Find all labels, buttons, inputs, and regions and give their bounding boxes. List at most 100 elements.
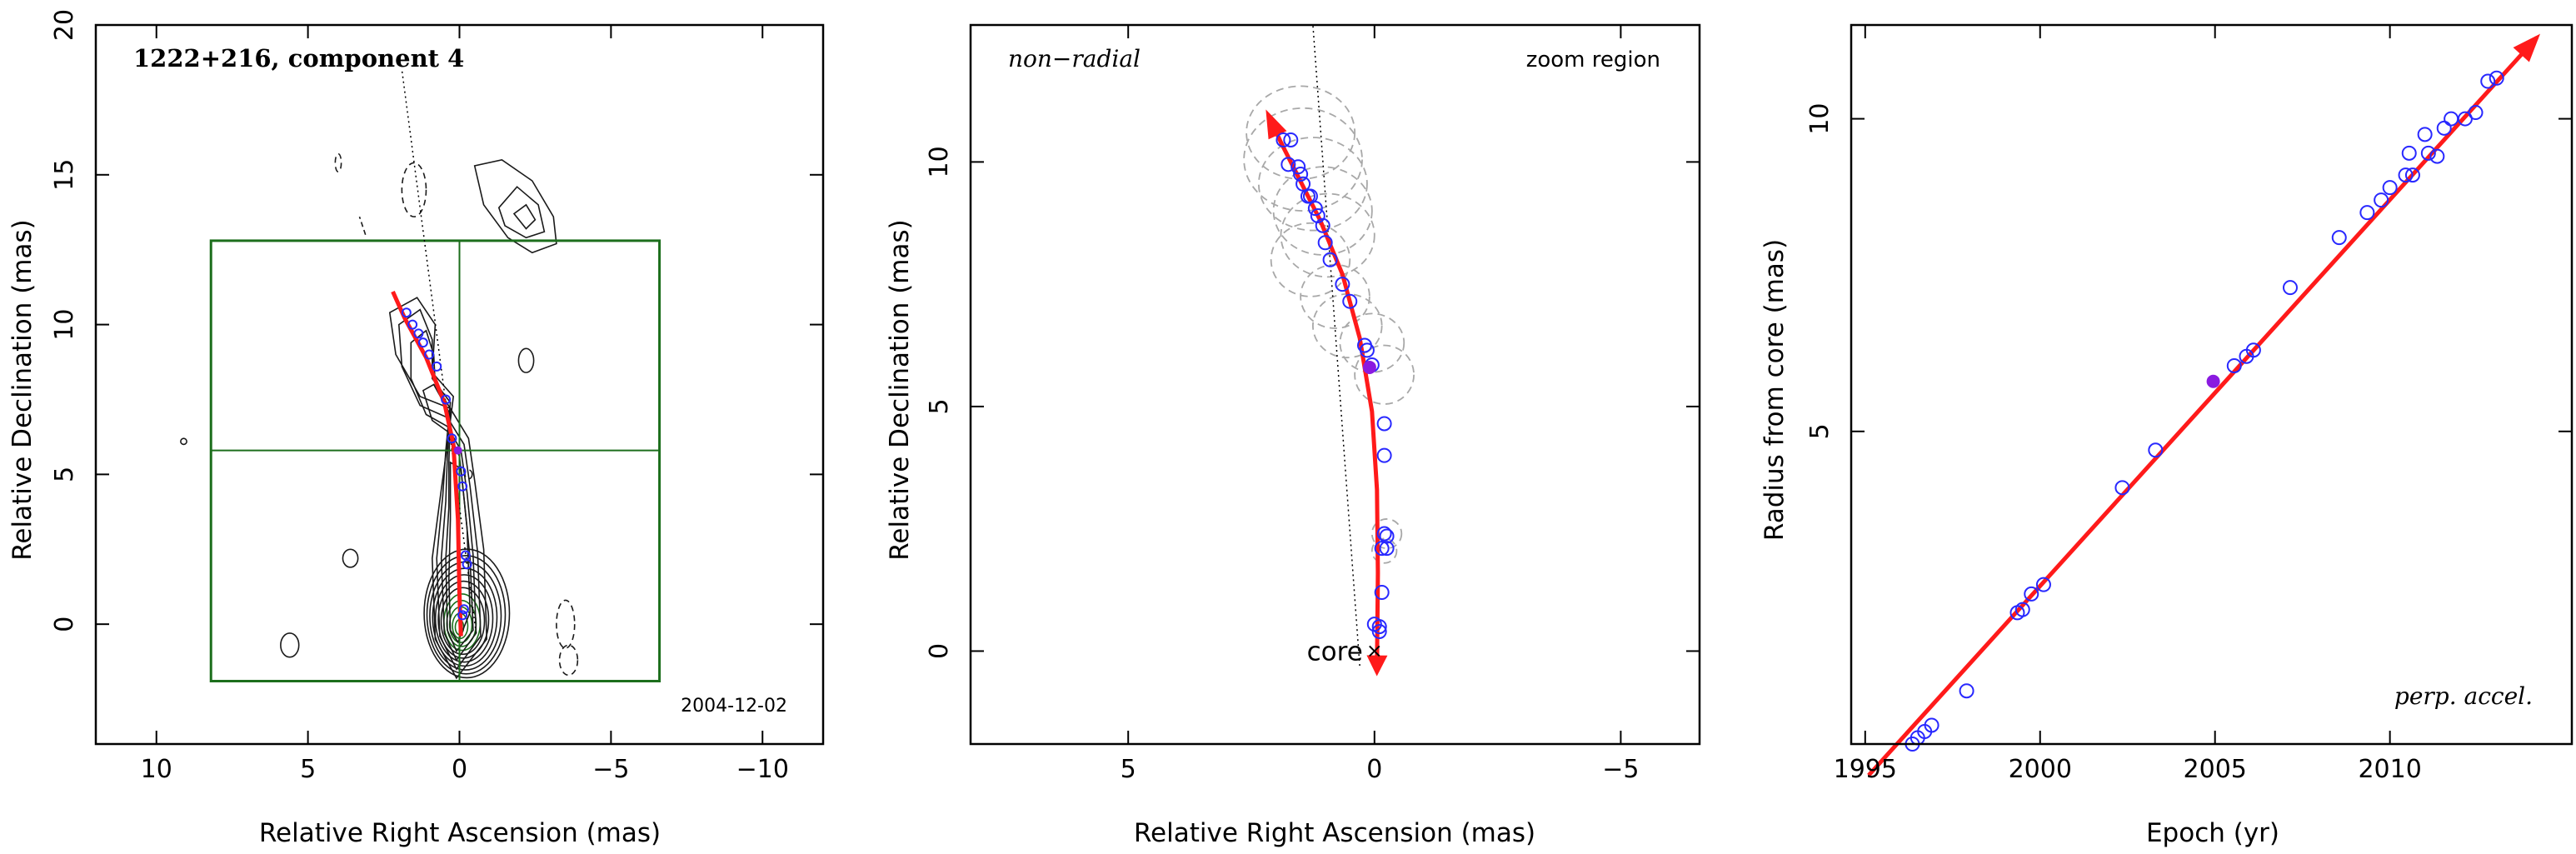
y-axis-label: Radius from core (mas) xyxy=(1760,239,1790,541)
x-tick-label: 2010 xyxy=(2358,755,2421,784)
zoom-box xyxy=(209,239,661,682)
y-tick-label: 0 xyxy=(925,643,954,659)
data-point xyxy=(2024,586,2039,602)
fit-curve xyxy=(1266,114,1388,677)
y-tick-label: 5 xyxy=(1805,423,1835,439)
dashed-contour xyxy=(358,216,367,235)
x-tick-label: 2005 xyxy=(2184,755,2247,784)
data-point xyxy=(2420,145,2436,161)
ridge-line xyxy=(401,69,477,634)
data-point xyxy=(1310,207,1325,223)
x-tick-label: −10 xyxy=(736,755,789,784)
data-point xyxy=(1276,132,1291,147)
data-point xyxy=(1376,526,1392,542)
data-point xyxy=(2417,127,2433,142)
data-point xyxy=(1376,447,1392,463)
data-point xyxy=(1317,235,1333,251)
data-point xyxy=(460,550,471,561)
contour-line xyxy=(512,203,537,230)
ridge-line xyxy=(1312,24,1360,667)
size-ellipse xyxy=(1370,537,1398,564)
panel-title: 1222+216, component 4 xyxy=(133,44,464,72)
data-point xyxy=(462,559,472,570)
contour-line xyxy=(447,461,472,644)
contour-lines xyxy=(180,152,579,680)
data-point xyxy=(2489,70,2504,86)
x-tick-label: 0 xyxy=(452,755,467,784)
x-tick-label: 10 xyxy=(141,755,172,784)
x-axis-label: Relative Right Ascension (mas) xyxy=(1134,818,1535,848)
contour-line xyxy=(434,574,494,663)
y-tick-label: 10 xyxy=(50,308,79,340)
data-point xyxy=(1379,541,1395,557)
panel-zoom-region: 5 0 −5 0 5 10 non−radial zoom region core Rel… xyxy=(885,23,1701,848)
data-point xyxy=(458,604,469,615)
contour-line xyxy=(423,548,511,679)
data-point xyxy=(1374,585,1390,601)
component-positions xyxy=(401,307,472,621)
x-tick-label: 2000 xyxy=(2009,755,2072,784)
data-point xyxy=(413,328,424,339)
size-ellipse xyxy=(1257,137,1368,232)
contour-line xyxy=(342,548,359,568)
data-point xyxy=(1379,528,1395,544)
data-point xyxy=(1342,293,1358,309)
highlighted-point xyxy=(453,446,462,455)
data-point xyxy=(1366,617,1382,632)
core-x-mark xyxy=(1369,645,1380,657)
x-axis-label: Epoch (yr) xyxy=(2146,818,2279,848)
axes-frame: 5 0 −5 0 5 10 xyxy=(925,23,1701,784)
data-point xyxy=(2480,73,2496,89)
data-point xyxy=(2429,148,2445,164)
contour-line xyxy=(410,329,477,662)
data-point xyxy=(447,433,457,444)
plot-frame xyxy=(969,23,1701,746)
data-point xyxy=(2398,167,2414,183)
component-size-ellipses xyxy=(1243,85,1415,564)
highlighted-point xyxy=(1362,360,1376,374)
x-tick-label: 5 xyxy=(1121,755,1136,784)
axes-frame: 1995 2000 2005 2010 5 10 xyxy=(1805,23,2574,784)
contour-line xyxy=(429,561,502,671)
data-point xyxy=(1322,252,1338,267)
plot-frame xyxy=(1850,23,2574,746)
data-point xyxy=(2148,442,2164,458)
y-tick-label: 20 xyxy=(50,9,79,41)
x-axis-label: Relative Right Ascension (mas) xyxy=(259,818,661,848)
data-point xyxy=(1374,541,1390,557)
ridge-line xyxy=(401,69,477,634)
data-point xyxy=(1359,342,1375,358)
fit-arrowhead xyxy=(1266,109,1287,140)
x-tick-label: 5 xyxy=(300,755,316,784)
data-point xyxy=(2331,230,2347,246)
x-tick-label: 1995 xyxy=(1834,755,1897,784)
ridge-line xyxy=(1312,24,1360,667)
data-point xyxy=(1307,201,1323,217)
dashed-contour xyxy=(401,162,427,217)
size-ellipse xyxy=(1339,312,1405,373)
y-axis-label: Relative Declination (mas) xyxy=(885,219,915,561)
data-point xyxy=(401,307,412,318)
data-point xyxy=(407,319,418,330)
data-point xyxy=(417,337,428,348)
data-point xyxy=(456,466,467,477)
contour-line xyxy=(397,308,482,671)
y-tick-label: 5 xyxy=(50,467,79,482)
data-point xyxy=(2035,577,2051,592)
data-point xyxy=(457,481,468,492)
contour-line xyxy=(280,632,300,658)
contour-line xyxy=(437,580,490,659)
data-point xyxy=(1290,159,1306,175)
x-tick-label: −5 xyxy=(592,755,629,784)
data-point xyxy=(1315,217,1330,233)
y-tick-label: 5 xyxy=(925,398,954,414)
contour-line xyxy=(497,186,546,239)
x-tick-label: 0 xyxy=(1366,755,1382,784)
data-point xyxy=(432,361,442,372)
y-tick-label: 10 xyxy=(925,146,954,177)
data-point xyxy=(1371,623,1387,639)
data-point xyxy=(2282,280,2298,296)
y-axis-label: Relative Declination (mas) xyxy=(7,219,37,561)
contour-line xyxy=(473,158,557,254)
